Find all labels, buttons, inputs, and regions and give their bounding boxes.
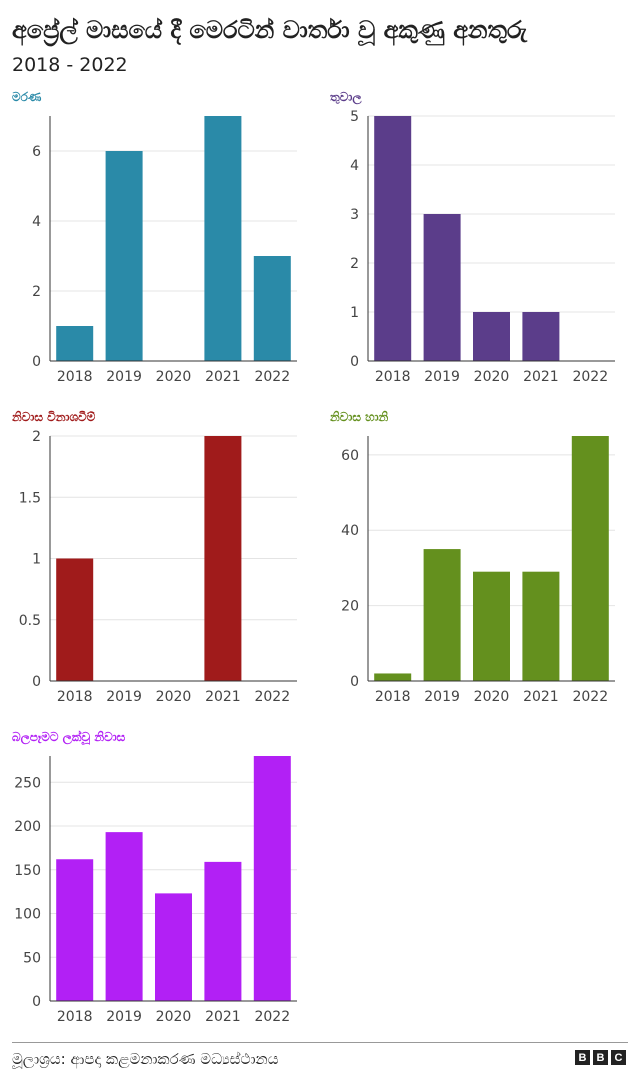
x-tick-label: 2022	[254, 689, 290, 705]
x-tick-label: 2022	[254, 369, 290, 385]
bar-2022	[253, 256, 291, 361]
chart-title: තුවාල	[330, 90, 362, 104]
y-tick-label: 2	[350, 256, 359, 272]
x-tick-label: 2020	[156, 689, 192, 705]
y-tick-label: 6	[32, 144, 41, 160]
y-tick-label: 0	[350, 354, 359, 370]
bar-2019	[423, 214, 461, 361]
bar-2019	[105, 151, 143, 361]
y-tick-label: 150	[14, 863, 41, 879]
bar-2018	[56, 326, 94, 361]
y-tick-label: 0	[350, 674, 359, 690]
bar-2020	[473, 312, 510, 361]
bar-2021	[204, 436, 242, 681]
page-subtitle: 2018 - 2022	[12, 54, 128, 76]
x-tick-label: 2022	[254, 1009, 290, 1025]
y-tick-label: 20	[341, 599, 359, 615]
y-tick-label: 200	[14, 819, 41, 835]
x-tick-label: 2022	[572, 689, 608, 705]
x-tick-label: 2018	[57, 369, 93, 385]
x-tick-label: 2018	[57, 1009, 93, 1025]
bar-chart-houses-affected: 0 50 100 150 200 250 2018 2019 2020 2021 2022	[14, 756, 297, 1025]
chart-title: මරණ	[12, 90, 42, 104]
bar-2019	[105, 832, 143, 1001]
footer-divider	[12, 1042, 628, 1043]
chart-panel-houses-affected: බලපෑමට ලක්වූ නිවාස 0 50 100 150 200 250 2018 20…	[12, 730, 312, 1040]
logo-letter: B	[575, 1050, 590, 1065]
bar-2019	[423, 549, 461, 681]
page-title: අප්‍රේල් මාසයේ දී මෙරටින් වාර්තා වූ අකුණ…	[12, 16, 528, 44]
y-tick-label: 4	[32, 214, 41, 230]
x-tick-label: 2021	[205, 1009, 241, 1025]
y-tick-label: 3	[350, 207, 359, 223]
y-tick-label: 2	[32, 429, 41, 445]
bar-chart-deaths: 0 2 4 6 2018 2019 2020 2021 2022	[32, 116, 297, 385]
chart-title: නිවාස විනාශවීම්	[12, 410, 96, 424]
x-tick-label: 2021	[523, 689, 559, 705]
chart-panel-injuries: තුවාල 0 1 2 3 4 5 2018 2019 2020 2021 2022	[330, 90, 630, 400]
chart-panel-houses-damaged: නිවාස හානි 0 20 40 60 2018 2019 2020 2021 2022	[330, 410, 630, 720]
y-tick-label: 2	[32, 284, 41, 300]
y-tick-label: 60	[341, 448, 359, 464]
bar-2018	[56, 859, 94, 1001]
chart-panel-houses-destroyed: නිවාස විනාශවීම් 0 0.5 1 1.5 2 2018 2019 2020 202…	[12, 410, 312, 720]
x-tick-label: 2019	[106, 1009, 142, 1025]
y-tick-label: 40	[341, 523, 359, 539]
y-tick-label: 250	[14, 775, 41, 791]
bar-chart-injuries: 0 1 2 3 4 5 2018 2019 2020 2021 2022	[350, 109, 615, 385]
y-tick-label: 5	[350, 109, 359, 125]
y-tick-label: 0	[32, 354, 41, 370]
y-tick-label: 50	[23, 950, 41, 966]
bar-2018	[56, 558, 94, 681]
bar-2021	[522, 312, 560, 361]
bar-2022	[253, 756, 291, 1001]
x-tick-label: 2019	[106, 689, 142, 705]
logo-letter: B	[593, 1050, 608, 1065]
bar-2018	[374, 116, 412, 361]
bar-2021	[522, 571, 560, 681]
y-tick-label: 1	[350, 305, 359, 321]
x-tick-label: 2020	[156, 369, 192, 385]
y-tick-label: 0	[32, 674, 41, 690]
x-tick-label: 2019	[424, 369, 460, 385]
x-tick-label: 2019	[106, 369, 142, 385]
y-tick-label: 100	[14, 907, 41, 923]
x-tick-label: 2018	[375, 369, 411, 385]
bar-2018	[374, 673, 412, 681]
bar-2021	[204, 116, 242, 361]
x-tick-label: 2018	[375, 689, 411, 705]
chart-title: බලපෑමට ලක්වූ නිවාස	[12, 730, 126, 744]
bar-2021	[204, 861, 242, 1001]
bbc-logo: B B C	[575, 1050, 626, 1065]
bar-chart-houses-damaged: 0 20 40 60 2018 2019 2020 2021 2022	[341, 436, 615, 705]
x-tick-label: 2020	[474, 689, 510, 705]
x-tick-label: 2021	[523, 369, 559, 385]
x-tick-label: 2020	[474, 369, 510, 385]
y-tick-label: 1	[32, 552, 41, 568]
x-tick-label: 2020	[156, 1009, 192, 1025]
bar-2020	[155, 893, 192, 1001]
x-tick-label: 2018	[57, 689, 93, 705]
bar-2022	[571, 436, 609, 681]
y-tick-label: 1.5	[19, 490, 41, 506]
source-note: මූලාශ්‍රය: ආපදා කළමනාකරණ මධ්‍යස්ථානය	[12, 1050, 279, 1068]
y-tick-label: 4	[350, 158, 359, 174]
x-tick-label: 2019	[424, 689, 460, 705]
y-tick-label: 0.5	[19, 613, 41, 629]
bar-2020	[473, 571, 510, 681]
x-tick-label: 2022	[572, 369, 608, 385]
chart-panel-deaths: මරණ 0 2 4 6 2018 2019 2020 2021 2022	[12, 90, 312, 400]
chart-title: නිවාස හානි	[330, 410, 389, 424]
logo-letter: C	[611, 1050, 626, 1065]
bar-chart-houses-destroyed: 0 0.5 1 1.5 2 2018 2019 2020 2021 2022	[19, 429, 297, 705]
x-tick-label: 2021	[205, 369, 241, 385]
x-tick-label: 2021	[205, 689, 241, 705]
y-tick-label: 0	[32, 994, 41, 1010]
